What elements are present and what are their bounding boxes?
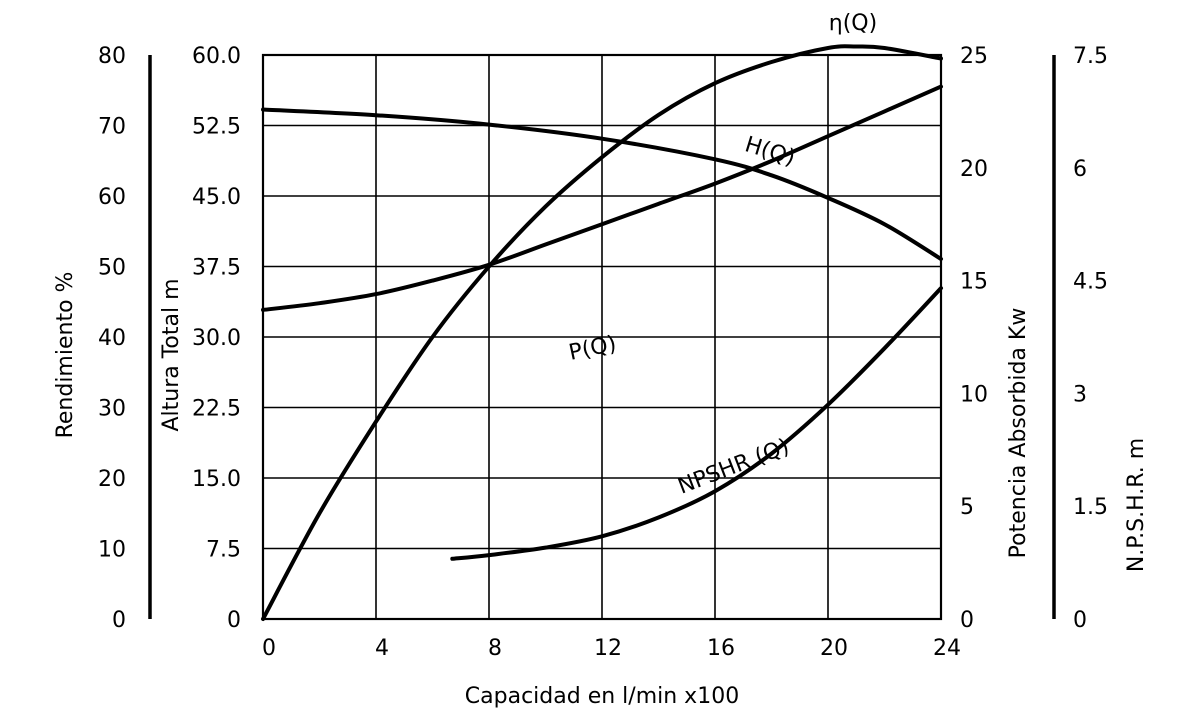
y-tick-potencia: 0 bbox=[960, 608, 974, 633]
y-tick-rendimiento: 40 bbox=[98, 326, 126, 351]
y-tick-altura: 37.5 bbox=[192, 256, 241, 281]
curve-labels: η(Q)H(Q)P(Q)NPSHR (Q) bbox=[567, 11, 878, 500]
x-axis-title: Capacidad en l/min x100 bbox=[465, 684, 739, 709]
y-tick-rendimiento: 30 bbox=[98, 397, 126, 422]
y-tick-altura: 7.5 bbox=[206, 538, 241, 563]
y-tick-potencia: 10 bbox=[960, 382, 988, 407]
tick-labels: 0102030405060708007.515.022.530.037.545.… bbox=[98, 44, 1108, 661]
y-tick-npshr: 3 bbox=[1073, 382, 1087, 407]
y-axis-title-rendimiento: Rendimiento % bbox=[53, 272, 78, 439]
y-tick-rendimiento: 50 bbox=[98, 256, 126, 281]
y-tick-altura: 60.0 bbox=[192, 44, 241, 69]
y-axis-title-altura: Altura Total m bbox=[159, 278, 184, 431]
y-axis-title-potencia: Potencia Absorbida Kw bbox=[1006, 308, 1031, 559]
y-tick-rendimiento: 0 bbox=[112, 608, 126, 633]
y-tick-npshr: 6 bbox=[1073, 157, 1087, 182]
y-tick-rendimiento: 10 bbox=[98, 538, 126, 563]
y-tick-rendimiento: 80 bbox=[98, 44, 126, 69]
y-tick-npshr: 0 bbox=[1073, 608, 1087, 633]
curve-head bbox=[261, 107, 943, 261]
y-tick-altura: 15.0 bbox=[192, 467, 241, 492]
curve-eta bbox=[261, 44, 943, 621]
plot-frame bbox=[261, 53, 943, 621]
y-tick-npshr: 4.5 bbox=[1073, 270, 1108, 295]
x-tick: 12 bbox=[594, 636, 622, 661]
x-tick: 8 bbox=[488, 636, 502, 661]
y-tick-potencia: 25 bbox=[960, 44, 988, 69]
x-tick: 4 bbox=[375, 636, 389, 661]
curves bbox=[261, 44, 943, 621]
y-tick-altura: 22.5 bbox=[192, 397, 241, 422]
y-tick-altura: 0 bbox=[227, 608, 241, 633]
axis-bars bbox=[148, 55, 1056, 619]
y-tick-potencia: 5 bbox=[960, 495, 974, 520]
y-tick-altura: 52.5 bbox=[192, 115, 241, 140]
y-tick-rendimiento: 60 bbox=[98, 185, 126, 210]
y-tick-rendimiento: 70 bbox=[98, 115, 126, 140]
x-tick: 0 bbox=[262, 636, 276, 661]
y-tick-altura: 30.0 bbox=[192, 326, 241, 351]
curve-label-head: H(Q) bbox=[742, 132, 798, 171]
y-axis-title-npshr: N.P.S.H.R. m bbox=[1124, 438, 1149, 572]
y-tick-npshr: 1.5 bbox=[1073, 495, 1108, 520]
x-tick: 24 bbox=[933, 636, 961, 661]
y-tick-npshr: 7.5 bbox=[1073, 44, 1108, 69]
y-tick-potencia: 15 bbox=[960, 270, 988, 295]
curve-power bbox=[261, 84, 943, 312]
x-tick: 20 bbox=[820, 636, 848, 661]
x-tick: 16 bbox=[707, 636, 735, 661]
curve-npshr bbox=[450, 286, 943, 561]
curve-label-eta: η(Q) bbox=[829, 11, 877, 36]
y-tick-altura: 45.0 bbox=[192, 185, 241, 210]
curve-label-npshr: NPSHR (Q) bbox=[675, 434, 793, 499]
y-tick-potencia: 20 bbox=[960, 157, 988, 182]
y-tick-rendimiento: 20 bbox=[98, 467, 126, 492]
